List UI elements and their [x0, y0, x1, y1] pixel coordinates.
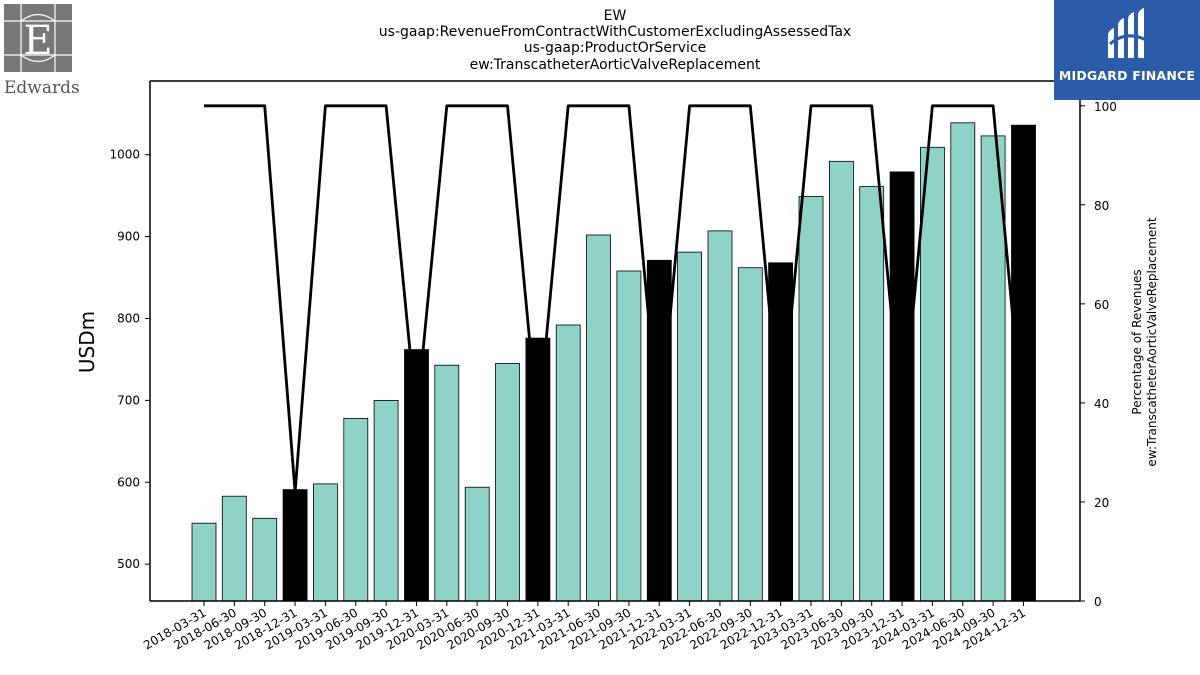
bar-2021-06-30 — [586, 234, 611, 602]
bar-2023-09-30 — [859, 186, 885, 602]
chart-title: EW us-gaap:RevenueFromContractWithCustom… — [379, 8, 851, 73]
y-left-tick-label-500: 500 — [117, 557, 140, 571]
y-right-tick-label-100: 100 — [1094, 100, 1117, 114]
bar-2019-09-30 — [373, 399, 399, 602]
bar-2024-03-31 — [920, 146, 945, 602]
edwards-emblem-icon: E — [4, 4, 72, 72]
y-right-tick-label-80: 80 — [1094, 199, 1109, 213]
bar-2018-06-30 — [221, 495, 247, 602]
edwards-wordmark: Edwards — [4, 78, 80, 98]
bar-2020-03-31 — [434, 364, 460, 602]
bar-2022-06-30 — [707, 230, 733, 602]
svg-text:E: E — [23, 18, 52, 64]
y-axis-right-label-line-2: ew:TranscatheterAorticValveReplacement — [1145, 217, 1159, 466]
edwards-logo: E Edwards — [4, 4, 80, 100]
bar-2021-09-30 — [616, 270, 642, 602]
bar-2018-03-31 — [191, 522, 217, 602]
bar-2023-06-30 — [829, 160, 854, 602]
bar-2023-12-31 — [889, 171, 915, 602]
y-left-tick-label-600: 600 — [117, 475, 140, 489]
bar-2022-12-31 — [768, 262, 793, 602]
bar-2018-09-30 — [252, 517, 278, 602]
y-left-tick-label-700: 700 — [117, 393, 140, 407]
y-right-tick-label-60: 60 — [1094, 298, 1109, 312]
bar-2018-12-31 — [282, 489, 308, 602]
title-line-1: EW — [604, 8, 627, 24]
y-left-tick-label-900: 900 — [117, 230, 140, 244]
bar-2019-12-31 — [404, 349, 429, 602]
y-right-tick-label-20: 20 — [1094, 496, 1109, 510]
bars-layer — [191, 122, 1036, 602]
bar-2020-09-30 — [495, 363, 520, 602]
y-axis-right-label-line-1: Percentage of Revenues — [1130, 269, 1144, 414]
bar-2019-03-31 — [312, 483, 338, 602]
title-line-2: us-gaap:RevenueFromContractWithCustomerE… — [379, 24, 851, 40]
y-left-tick-label-800: 800 — [117, 311, 140, 325]
bar-2019-06-30 — [343, 417, 369, 602]
bar-2024-06-30 — [950, 122, 976, 602]
midgard-emblem-icon — [1108, 8, 1147, 58]
percentage-line — [204, 104, 1025, 494]
bar-2022-09-30 — [737, 267, 763, 602]
title-line-3: us-gaap:ProductOrService — [524, 40, 707, 56]
y-left-tick-label-1000: 1000 — [109, 148, 140, 162]
bar-2020-12-31 — [525, 337, 551, 602]
percentage-line-layer — [204, 104, 1025, 494]
midgard-wordmark: MIDGARD FINANCE — [1058, 68, 1196, 83]
y-right-tick-label-0: 0 — [1094, 595, 1102, 609]
bar-2021-03-31 — [555, 324, 581, 602]
bar-2024-12-31 — [1011, 124, 1036, 602]
bar-2020-06-30 — [464, 486, 490, 602]
bar-2023-03-31 — [798, 196, 824, 602]
midgard-finance-logo: MIDGARD FINANCE — [1054, 0, 1200, 100]
y-axis-left-label: USDm — [75, 311, 99, 373]
bar-2024-09-30 — [980, 135, 1006, 602]
bar-2022-03-31 — [677, 251, 702, 602]
title-line-4: ew:TranscatheterAorticValveReplacement — [470, 57, 761, 73]
y-right-tick-label-40: 40 — [1094, 397, 1109, 411]
